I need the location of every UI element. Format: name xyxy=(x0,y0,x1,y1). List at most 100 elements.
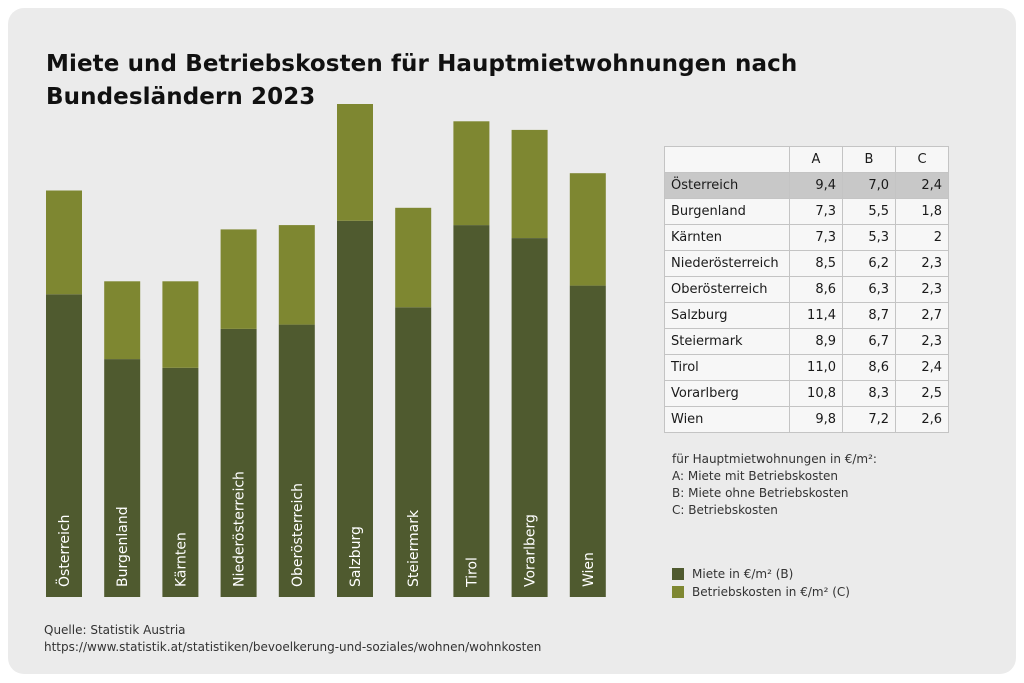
table-cell-value: 2,3 xyxy=(895,276,949,303)
chart-title: Miete und Betriebskosten für Hauptmietwo… xyxy=(46,51,798,110)
bar-category-label: Wien xyxy=(581,552,597,587)
table-cell-value: 2,3 xyxy=(895,328,949,355)
table-cell-value: 8,9 xyxy=(789,328,843,355)
bar-miete xyxy=(511,238,548,597)
legend-label: Betriebskosten in €/m² (C) xyxy=(692,585,850,599)
table-header-row: A B C xyxy=(664,146,949,173)
bar-betriebskosten xyxy=(278,225,315,325)
bar-miete xyxy=(220,328,257,597)
bar-category-label: Steiermark xyxy=(406,509,422,587)
bar-miete xyxy=(395,307,432,597)
bar-betriebskosten xyxy=(220,229,257,329)
bar-betriebskosten xyxy=(104,281,141,360)
bar-betriebskosten xyxy=(395,207,432,308)
table-cell-value: 7,0 xyxy=(842,172,896,199)
legend-item-miete: Miete in €/m² (B) xyxy=(672,565,850,583)
table-cell-region: Vorarlberg xyxy=(664,380,790,407)
table-cell-value: 6,2 xyxy=(842,250,896,277)
table-cell-value: 2 xyxy=(895,224,949,251)
bar-betriebskosten xyxy=(337,104,373,221)
table-cell-region: Salzburg xyxy=(664,302,790,329)
table-cell-region: Kärnten xyxy=(664,224,790,251)
table-row: Oberösterreich 8,6 6,3 2,3 xyxy=(664,276,949,303)
bar-category-label: Oberösterreich xyxy=(290,483,306,587)
table-row: Burgenland 7,3 5,5 1,8 xyxy=(664,198,949,225)
table-row: Österreich 9,4 7,0 2,4 xyxy=(664,172,949,199)
table-cell-value: 11,0 xyxy=(789,354,843,381)
table-header-cell: A xyxy=(789,146,843,173)
bar-category-label: Kärnten xyxy=(173,532,189,587)
table-cell-value: 2,7 xyxy=(895,302,949,329)
table-cell-value: 2,5 xyxy=(895,380,949,407)
data-table: A B C Österreich 9,4 7,0 2,4 Burgenland 7,3 5,… xyxy=(664,146,949,433)
table-cell-region: Österreich xyxy=(664,172,790,199)
table-cell-value: 8,6 xyxy=(789,276,843,303)
table-row: Wien 9,8 7,2 2,6 xyxy=(664,406,949,433)
bar-betriebskosten xyxy=(453,121,490,226)
table-cell-value: 7,3 xyxy=(789,224,843,251)
source: Quelle: Statistik Austria https://www.st… xyxy=(44,622,541,656)
bar-miete xyxy=(337,220,373,598)
notes-line: A: Miete mit Betriebskosten xyxy=(672,469,839,483)
table-notes: für Hauptmietwohnungen in €/m²: A: Miete… xyxy=(672,451,877,519)
bar-category-label: Burgenland xyxy=(115,506,131,587)
table-cell-value: 9,4 xyxy=(789,172,843,199)
bar-miete xyxy=(453,225,490,597)
legend-item-betriebskosten: Betriebskosten in €/m² (C) xyxy=(672,583,850,601)
table-cell-value: 8,6 xyxy=(842,354,896,381)
table-row: Steiermark 8,9 6,7 2,3 xyxy=(664,328,949,355)
table-cell-value: 5,5 xyxy=(842,198,896,225)
table-cell-value: 7,3 xyxy=(789,198,843,225)
table-header-cell xyxy=(664,146,790,173)
bar-betriebskosten xyxy=(46,190,82,295)
bar-betriebskosten xyxy=(511,129,548,238)
table-cell-region: Tirol xyxy=(664,354,790,381)
legend-label: Miete in €/m² (B) xyxy=(692,567,794,581)
notes-line: C: Betriebskosten xyxy=(672,503,778,517)
table-cell-region: Wien xyxy=(664,406,790,433)
bar-miete xyxy=(46,294,82,597)
table-cell-value: 2,4 xyxy=(895,172,949,199)
table-cell-value: 10,8 xyxy=(789,380,843,407)
table-header-cell: B xyxy=(842,146,896,173)
table-cell-value: 6,3 xyxy=(842,276,896,303)
bar-miete xyxy=(162,367,199,597)
table-header-cell: C xyxy=(895,146,949,173)
bar-category-label: Österreich xyxy=(55,515,73,587)
bar-category-label: Vorarlberg xyxy=(523,514,539,587)
bar-betriebskosten xyxy=(569,173,606,286)
table-cell-region: Oberösterreich xyxy=(664,276,790,303)
legend: Miete in €/m² (B) Betriebskosten in €/m²… xyxy=(672,565,850,601)
table-cell-value: 9,8 xyxy=(789,406,843,433)
table-row: Tirol 11,0 8,6 2,4 xyxy=(664,354,949,381)
source-url: https://www.statistik.at/statistiken/bev… xyxy=(44,640,542,654)
table-cell-value: 5,3 xyxy=(842,224,896,251)
source-label: Quelle: Statistik Austria xyxy=(44,623,186,637)
table-cell-value: 2,3 xyxy=(895,250,949,277)
notes-line: für Hauptmietwohnungen in €/m²: xyxy=(672,452,877,466)
table-cell-region: Niederösterreich xyxy=(664,250,790,277)
bar-betriebskosten xyxy=(162,281,199,368)
legend-swatch xyxy=(672,586,684,598)
table-cell-value: 7,2 xyxy=(842,406,896,433)
table-row: Vorarlberg 10,8 8,3 2,5 xyxy=(664,380,949,407)
notes-line: B: Miete ohne Betriebskosten xyxy=(672,486,849,500)
legend-swatch xyxy=(672,568,684,580)
bar-category-label: Salzburg xyxy=(348,526,364,587)
table-cell-value: 2,6 xyxy=(895,406,949,433)
table-cell-value: 11,4 xyxy=(789,302,843,329)
table-row: Niederösterreich 8,5 6,2 2,3 xyxy=(664,250,949,277)
table-row: Kärnten 7,3 5,3 2 xyxy=(664,224,949,251)
table-cell-region: Steiermark xyxy=(664,328,790,355)
table-cell-value: 1,8 xyxy=(895,198,949,225)
bar-miete xyxy=(104,359,141,597)
table-cell-region: Burgenland xyxy=(664,198,790,225)
table-cell-value: 8,7 xyxy=(842,302,896,329)
table-cell-value: 8,5 xyxy=(789,250,843,277)
table-cell-value: 6,7 xyxy=(842,328,896,355)
bar-category-label: Tirol xyxy=(464,557,480,588)
table-cell-value: 2,4 xyxy=(895,354,949,381)
table-row: Salzburg 11,4 8,7 2,7 xyxy=(664,302,949,329)
table-cell-value: 8,3 xyxy=(842,380,896,407)
